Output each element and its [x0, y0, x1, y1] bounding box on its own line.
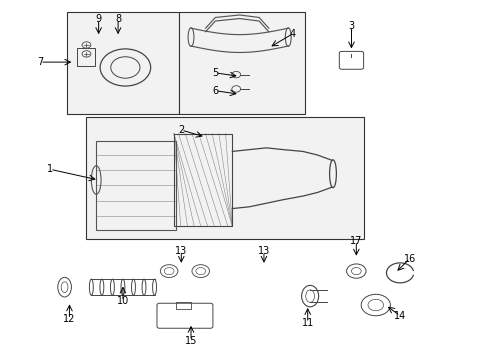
Text: 17: 17	[349, 236, 362, 246]
Bar	[96, 141, 176, 230]
Text: 5: 5	[212, 68, 218, 78]
Text: 16: 16	[403, 253, 415, 264]
Text: 14: 14	[393, 311, 406, 321]
Bar	[86, 117, 363, 239]
Text: 11: 11	[301, 318, 313, 328]
Text: 7: 7	[37, 57, 43, 67]
Text: 10: 10	[117, 296, 129, 306]
Text: 6: 6	[212, 86, 218, 96]
Text: 13: 13	[257, 247, 269, 256]
Text: 9: 9	[95, 14, 102, 24]
Text: 8: 8	[115, 14, 121, 24]
Bar	[179, 12, 305, 114]
Circle shape	[82, 42, 91, 48]
Text: 12: 12	[63, 314, 76, 324]
Text: 2: 2	[178, 125, 184, 135]
Circle shape	[231, 71, 240, 78]
Circle shape	[231, 86, 240, 92]
Bar	[77, 48, 95, 66]
Text: 4: 4	[289, 28, 296, 39]
Text: 13: 13	[175, 247, 187, 256]
Text: 1: 1	[47, 164, 53, 174]
Bar	[174, 134, 232, 226]
Bar	[176, 302, 191, 309]
Text: 3: 3	[347, 21, 354, 31]
Bar	[67, 12, 179, 114]
Circle shape	[82, 51, 91, 57]
Text: 15: 15	[184, 336, 197, 346]
